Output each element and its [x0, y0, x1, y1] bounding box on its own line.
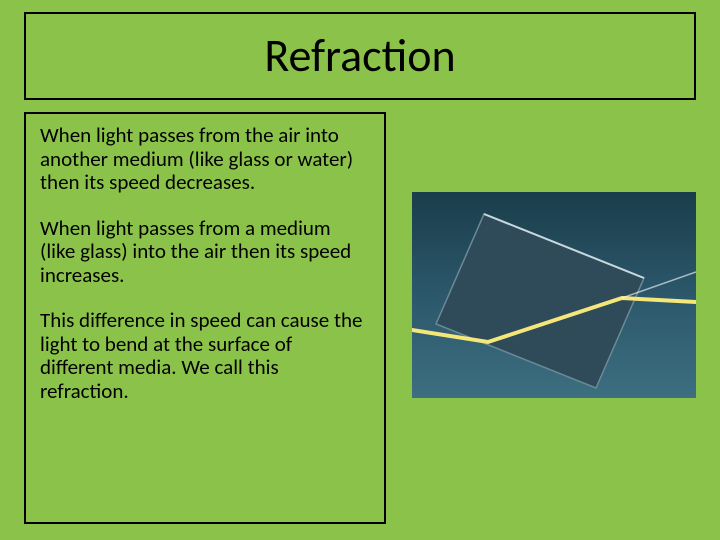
- paragraph: This difference in speed can cause the l…: [40, 309, 370, 403]
- slide-title: Refraction: [264, 28, 455, 84]
- refraction-svg: [412, 192, 696, 398]
- body-text-box: When light passes from the air into anot…: [24, 112, 386, 524]
- refraction-figure: [412, 192, 696, 398]
- paragraph: When light passes from the air into anot…: [40, 124, 370, 195]
- paragraph: When light passes from a medium (like gl…: [40, 217, 370, 288]
- title-box: Refraction: [24, 12, 696, 100]
